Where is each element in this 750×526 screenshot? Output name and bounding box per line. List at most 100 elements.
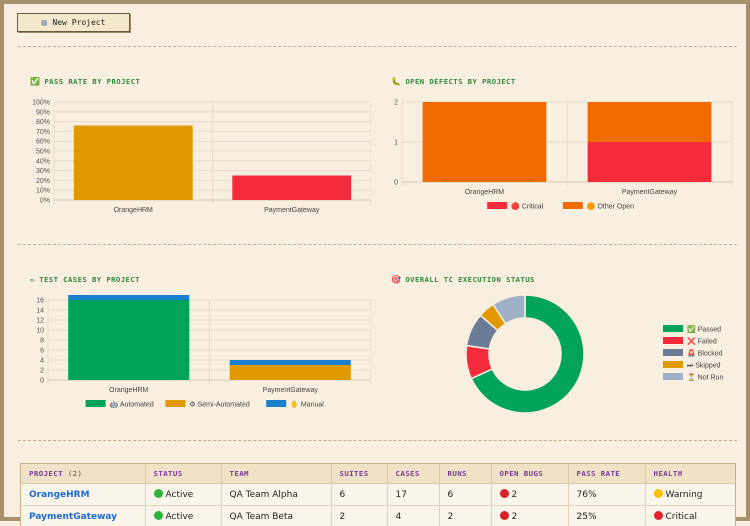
col-runs[interactable]: RUNS [439, 464, 491, 484]
section-divider [18, 440, 737, 441]
legend-label: ⚙ Semi-Automated [189, 401, 249, 409]
x-tick-label: OrangeHRM [465, 189, 504, 196]
y-tick-label: 2 [394, 100, 398, 107]
table-row[interactable]: OrangeHRM Active QA Team Alpha 6 17 6 2 … [21, 484, 735, 506]
legend-swatch [663, 337, 683, 344]
table-row[interactable]: PaymentGateway Active QA Team Beta 2 4 2… [21, 506, 735, 526]
y-tick-label: 2 [40, 368, 44, 375]
runs-cell: 6 [439, 484, 491, 506]
project-link[interactable]: PaymentGateway [29, 512, 117, 522]
status-dot-icon [154, 489, 163, 498]
legend-label: 🤖 Automated [110, 400, 154, 409]
bar [230, 365, 351, 380]
execution-status-chart: ✅ Passed ❌ Failed 🚨 Blocked ⏭ Skipped ⏳ Not … [444, 288, 744, 418]
target-icon: 🎯 [391, 275, 401, 284]
section-divider [18, 244, 737, 245]
x-tick-label: PaymentGateway [263, 387, 319, 394]
legend-swatch [663, 361, 683, 368]
x-tick-label: OrangeHRM [114, 207, 153, 214]
legend-swatch [663, 325, 683, 332]
test-cases-title: ✏TEST CASES BY PROJECT [30, 275, 140, 284]
legend-label: ❌ Failed [687, 337, 717, 346]
y-tick-label: 8 [40, 338, 44, 345]
pass-rate-cell: 25% [568, 506, 645, 526]
y-tick-label: 70% [36, 129, 50, 136]
col-suites[interactable]: SUITES [331, 464, 387, 484]
projects-table: PROJECT (2) STATUS TEAM SUITES CASES RUN… [20, 463, 736, 526]
legend-label: ✅ Passed [687, 325, 721, 334]
status-dot-icon [154, 511, 163, 520]
bug-dot-icon [500, 489, 509, 498]
bug-icon: 🐛 [391, 77, 401, 86]
bar [423, 102, 547, 182]
bug-dot-icon [500, 511, 509, 520]
y-tick-label: 10 [36, 328, 44, 335]
y-tick-label: 10% [36, 188, 50, 195]
legend-label: ⏭ Skipped [687, 363, 721, 370]
pass-rate-chart: 0%10%20%30%40%50%60%70%80%90%100%OrangeH… [26, 94, 371, 219]
legend-label: 🚨 Blocked [687, 349, 723, 358]
legend-label: ✋ Manual [290, 400, 324, 409]
status-text: Active [166, 490, 194, 500]
bar [232, 176, 351, 201]
health-dot-icon [654, 511, 663, 520]
y-tick-label: 0% [40, 198, 50, 205]
legend-swatch [487, 202, 507, 209]
section-divider [18, 46, 737, 47]
legend-swatch [663, 349, 683, 356]
legend-swatch [663, 373, 683, 380]
col-pass-rate[interactable]: PASS RATE [568, 464, 645, 484]
y-tick-label: 30% [36, 168, 50, 175]
y-tick-label: 80% [36, 119, 50, 126]
pencil-icon: ✏ [30, 275, 35, 284]
x-tick-label: OrangeHRM [109, 387, 148, 394]
note-icon: ▤ [42, 18, 47, 27]
bar [230, 360, 351, 365]
bar [74, 126, 193, 200]
col-status[interactable]: STATUS [145, 464, 221, 484]
legend-swatch [165, 400, 185, 407]
col-cases[interactable]: CASES [387, 464, 439, 484]
open-defects-title: 🐛OPEN DEFECTS BY PROJECT [391, 77, 516, 86]
team-cell: QA Team Alpha [221, 484, 331, 506]
cases-cell: 17 [387, 484, 439, 506]
y-tick-label: 90% [36, 109, 50, 116]
y-tick-label: 40% [36, 158, 50, 165]
legend-label: 🔴 Critical [511, 202, 543, 211]
y-tick-label: 60% [36, 139, 50, 146]
y-tick-label: 14 [36, 308, 44, 315]
legend-swatch [86, 400, 106, 407]
y-tick-label: 16 [36, 298, 44, 305]
y-tick-label: 12 [36, 318, 44, 325]
health-dot-icon [654, 489, 663, 498]
col-team[interactable]: TEAM [221, 464, 331, 484]
y-tick-label: 0 [40, 378, 44, 385]
project-link[interactable]: OrangeHRM [29, 490, 90, 500]
team-cell: QA Team Beta [221, 506, 331, 526]
bugs-text: 2 [512, 490, 518, 500]
col-open-bugs[interactable]: OPEN BUGS [491, 464, 568, 484]
bar [588, 102, 712, 142]
bar [68, 300, 189, 380]
legend-label: ⏳ Not Run [687, 373, 723, 382]
col-project[interactable]: PROJECT (2) [21, 464, 145, 484]
suites-cell: 6 [331, 484, 387, 506]
health-text: Warning [666, 490, 703, 500]
cases-cell: 4 [387, 506, 439, 526]
bar [68, 295, 189, 300]
new-project-label: New Project [52, 18, 105, 27]
pass-rate-cell: 76% [568, 484, 645, 506]
new-project-button[interactable]: ▤ New Project [17, 13, 130, 32]
x-tick-label: PaymentGateway [264, 207, 320, 214]
bar [588, 142, 712, 182]
suites-cell: 2 [331, 506, 387, 526]
legend-swatch [266, 400, 286, 407]
y-tick-label: 6 [40, 348, 44, 355]
col-health[interactable]: HEALTH [645, 464, 735, 484]
y-tick-label: 20% [36, 178, 50, 185]
y-tick-label: 1 [394, 140, 398, 147]
table-header-row: PROJECT (2) STATUS TEAM SUITES CASES RUN… [21, 464, 735, 484]
runs-cell: 2 [439, 506, 491, 526]
execution-status-title: 🎯OVERALL TC EXECUTION STATUS [391, 275, 535, 284]
